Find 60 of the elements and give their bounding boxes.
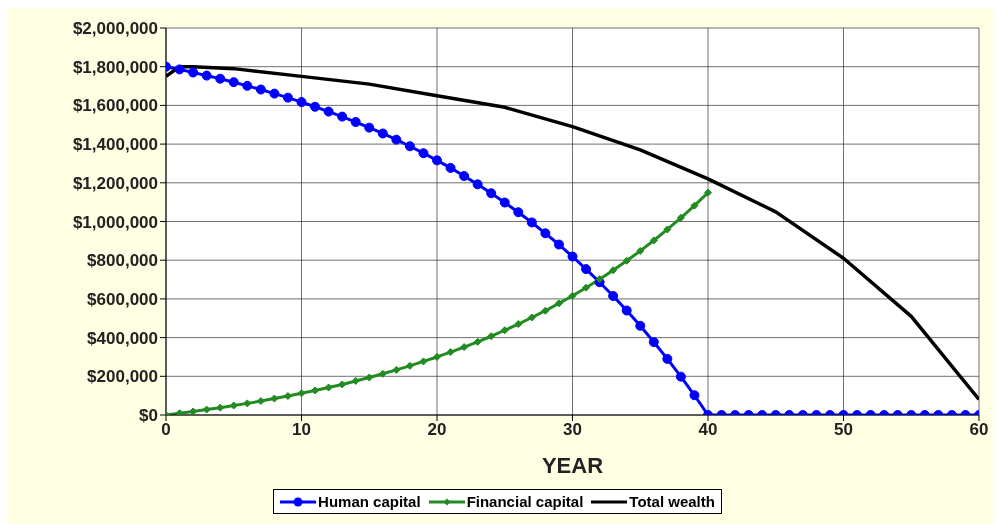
x-tick-label: 0 bbox=[161, 420, 171, 440]
point bbox=[229, 401, 238, 410]
point bbox=[365, 373, 374, 382]
x-tick-label: 20 bbox=[427, 420, 447, 440]
point bbox=[202, 405, 211, 414]
point bbox=[690, 201, 699, 210]
y-tick-label: $400,000 bbox=[87, 328, 158, 348]
y-tick-label: $0 bbox=[139, 406, 158, 426]
point bbox=[500, 326, 509, 335]
point bbox=[541, 306, 550, 315]
y-tick-label: $1,600,000 bbox=[72, 96, 158, 116]
point bbox=[554, 299, 563, 308]
point bbox=[351, 376, 360, 385]
point bbox=[582, 283, 591, 292]
point bbox=[663, 225, 672, 234]
y-tick-label: $1,800,000 bbox=[72, 57, 158, 77]
x-tick-label: 50 bbox=[834, 420, 853, 440]
point bbox=[595, 275, 604, 284]
point bbox=[649, 236, 658, 245]
point bbox=[446, 348, 455, 357]
legend-label: Financial capital bbox=[466, 493, 584, 510]
point bbox=[378, 369, 387, 378]
y-tick-label: $1,000,000 bbox=[72, 212, 158, 232]
x-axis-title: YEAR bbox=[541, 453, 604, 478]
point bbox=[622, 256, 631, 265]
point bbox=[270, 394, 279, 403]
y-tick-label: $2,000,000 bbox=[72, 19, 158, 39]
point bbox=[609, 266, 618, 275]
point bbox=[338, 380, 347, 389]
point bbox=[283, 392, 292, 401]
point bbox=[636, 246, 645, 255]
legend-label: Human capital bbox=[318, 493, 421, 510]
point bbox=[189, 407, 198, 415]
point bbox=[243, 399, 252, 408]
point bbox=[216, 403, 225, 412]
point bbox=[473, 337, 482, 346]
point bbox=[256, 397, 265, 406]
x-tick-label: 30 bbox=[563, 420, 582, 440]
point bbox=[568, 291, 577, 300]
y-tick-label: $1,200,000 bbox=[72, 173, 158, 193]
point bbox=[704, 188, 712, 197]
y-tick-label: $1,400,000 bbox=[72, 135, 158, 155]
point bbox=[297, 389, 306, 398]
point bbox=[487, 332, 496, 341]
x-tick-label: 10 bbox=[292, 420, 311, 440]
x-tick-label: 60 bbox=[969, 420, 989, 440]
point bbox=[419, 357, 428, 366]
point bbox=[433, 352, 441, 361]
y-tick-label: $800,000 bbox=[87, 251, 158, 271]
point bbox=[405, 361, 414, 370]
point bbox=[460, 343, 469, 352]
legend-label: Total wealth bbox=[629, 493, 715, 510]
point bbox=[527, 313, 536, 322]
x-tick-label: 40 bbox=[698, 420, 718, 440]
point bbox=[514, 320, 523, 329]
point bbox=[392, 365, 401, 374]
point bbox=[676, 213, 685, 222]
y-tick-label: $200,000 bbox=[87, 367, 158, 387]
y-tick-label: $600,000 bbox=[87, 289, 158, 309]
point bbox=[324, 383, 333, 392]
